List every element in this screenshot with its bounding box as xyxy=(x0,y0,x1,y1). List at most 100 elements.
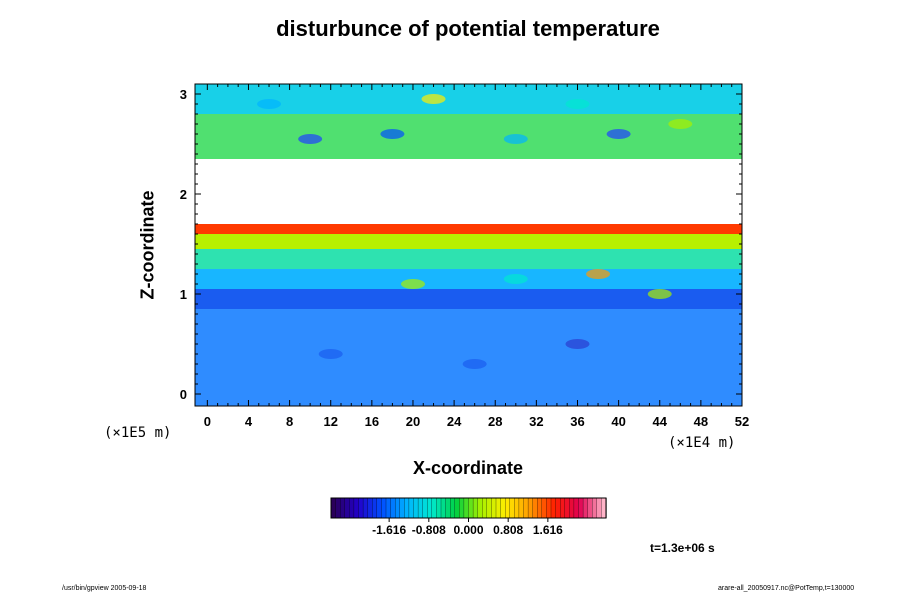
eddy-3 xyxy=(606,129,631,139)
colorbar-cell-17 xyxy=(408,497,415,519)
x-tick-label-16: 16 xyxy=(365,414,379,429)
x-tick-label-36: 36 xyxy=(570,414,584,429)
colorbar-cell-41 xyxy=(518,497,525,519)
eddy-13 xyxy=(462,359,487,369)
x-tick-label-40: 40 xyxy=(611,414,625,429)
x-tick-label-0: 0 xyxy=(204,414,211,429)
colorbar-cell-9 xyxy=(372,497,378,519)
colorbar-cell-38 xyxy=(505,497,511,519)
colorbar-cell-23 xyxy=(436,497,442,519)
x-tick-label-20: 20 xyxy=(406,414,420,429)
colorbar-cell-2 xyxy=(340,497,346,519)
colorbar-cell-51 xyxy=(564,497,570,519)
colorbar-tick-label-0: -1.616 xyxy=(372,523,406,537)
eddy-12 xyxy=(318,349,343,359)
field-band-7 xyxy=(195,114,742,159)
colorbar-cell-30 xyxy=(468,497,474,519)
colorbar-cell-13 xyxy=(390,497,396,519)
colorbar-cell-36 xyxy=(495,497,502,519)
colorbar-cell-43 xyxy=(527,497,534,519)
eddy-7 xyxy=(668,119,693,129)
field-band-3 xyxy=(195,249,742,269)
colorbar-cell-49 xyxy=(555,497,561,519)
colorbar-tick-label-2: 0.000 xyxy=(453,523,483,537)
x-tick-label-24: 24 xyxy=(447,414,462,429)
colorbar-cell-25 xyxy=(445,497,451,519)
colorbar-cell-58 xyxy=(596,497,603,519)
y-tick-label-3: 3 xyxy=(180,87,187,102)
y-scale-note: (×1E5 m) xyxy=(104,425,172,441)
colorbar-cell-12 xyxy=(385,497,392,519)
field-band-2 xyxy=(195,269,742,289)
eddy-8 xyxy=(503,274,528,284)
x-tick-label-44: 44 xyxy=(653,414,668,429)
colorbar-cell-35 xyxy=(491,497,497,519)
x-scale-note: (×1E4 m) xyxy=(668,435,736,451)
colorbar-cell-28 xyxy=(459,497,465,519)
x-tick-label-8: 8 xyxy=(286,414,293,429)
colorbar-cell-6 xyxy=(358,497,364,519)
x-tick-label-32: 32 xyxy=(529,414,543,429)
colorbar-cell-42 xyxy=(523,497,529,519)
colorbar-cell-15 xyxy=(399,497,405,519)
eddy-10 xyxy=(400,279,425,289)
eddy-11 xyxy=(647,289,672,299)
colorbar-cell-57 xyxy=(592,497,598,519)
colorbar-cell-37 xyxy=(500,497,506,519)
colorbar-cell-21 xyxy=(427,497,433,519)
plot-frame xyxy=(194,83,743,407)
y-tick-label-0: 0 xyxy=(180,387,187,402)
eddy-14 xyxy=(565,339,590,349)
colorbar-cell-7 xyxy=(362,497,369,519)
colorbar-cell-18 xyxy=(413,497,419,519)
colorbar-cell-29 xyxy=(463,497,470,519)
field-band-4 xyxy=(195,234,742,249)
x-tick-label-4: 4 xyxy=(245,414,253,429)
colorbar-cell-31 xyxy=(472,497,479,519)
colorbar-cell-4 xyxy=(349,497,355,519)
colorbar-cell-45 xyxy=(537,497,543,519)
colorbar-cell-55 xyxy=(582,497,589,519)
colorbar-cell-46 xyxy=(541,497,548,519)
x-tick-label-52: 52 xyxy=(735,414,749,429)
eddy-1 xyxy=(380,129,405,139)
eddy-9 xyxy=(586,269,611,279)
eddy-6 xyxy=(565,99,590,109)
y-tick-label-1: 1 xyxy=(180,287,187,302)
time-label: t=1.3e+06 s xyxy=(650,541,715,555)
colorbar-cell-47 xyxy=(546,497,552,519)
colorbar-cell-56 xyxy=(587,497,593,519)
footer-command: /usr/bin/gpview 2005-09-18 xyxy=(62,585,147,592)
colorbar-cell-39 xyxy=(509,497,515,519)
y-tick-label-2: 2 xyxy=(180,187,187,202)
colorbar-cell-27 xyxy=(454,497,460,519)
field-band-5 xyxy=(195,224,742,234)
eddy-5 xyxy=(421,94,446,104)
chart-title: disturbunce of potential temperature xyxy=(276,16,660,41)
x-tick-label-12: 12 xyxy=(323,414,337,429)
colorbar-tick-label-3: 0.808 xyxy=(493,523,523,537)
colorbar-cell-20 xyxy=(422,497,428,519)
field-band-0 xyxy=(195,309,742,406)
colorbar-cell-33 xyxy=(482,497,488,519)
colorbar-cell-19 xyxy=(417,497,424,519)
footer-source: arare-all_20050917.nc@PotTemp,t=130000 xyxy=(718,585,855,592)
colorbar-cell-48 xyxy=(550,497,557,519)
colorbar-cell-54 xyxy=(578,497,584,519)
colorbar-cell-32 xyxy=(477,497,483,519)
colorbar-cell-3 xyxy=(344,497,350,519)
eddy-0 xyxy=(298,134,323,144)
field-band-1 xyxy=(195,289,742,309)
colorbar-cell-22 xyxy=(431,497,438,519)
colorbar-cell-53 xyxy=(573,497,580,519)
x-tick-label-28: 28 xyxy=(488,414,502,429)
colorbar-cell-10 xyxy=(376,497,383,519)
colorbar-cell-8 xyxy=(367,497,373,519)
colorbar-cell-0 xyxy=(330,497,337,519)
colorbar-cell-1 xyxy=(335,497,341,519)
colorbar-tick-label-1: -0.808 xyxy=(412,523,446,537)
y-axis-label: Z-coordinate xyxy=(137,190,158,300)
x-tick-label-48: 48 xyxy=(694,414,708,429)
colorbar-cell-11 xyxy=(381,497,387,519)
